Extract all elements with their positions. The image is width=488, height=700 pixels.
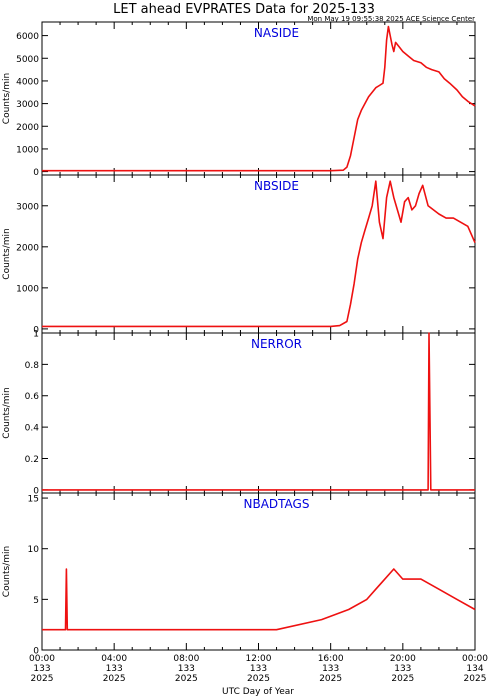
y-tick-label: 4000 [16,77,39,87]
y-tick-label: 3000 [16,202,39,212]
x-tick-label: 133 [178,664,195,674]
y-axis-label: Counts/min [2,228,12,279]
series-line-nbadtags [42,568,476,631]
panel-nerror: 0 0.2 0.4 0.6 0.8 1 Counts/min NERROR [2,330,476,496]
x-tick-label: 2025 [247,674,270,684]
panel-title: NASIDE [254,26,299,40]
y-tick-label: 6000 [16,32,39,42]
y-tick-label: 3000 [16,100,39,110]
plot-frame [41,332,476,494]
y-tick-label: 0.6 [25,392,40,402]
y-tick-label: 0.4 [25,424,40,434]
x-tick-label: 2025 [31,674,54,684]
x-tick-label: 2025 [103,674,126,684]
x-tick-label: 16:00 [318,654,344,664]
y-axis-label: Counts/min [2,387,12,438]
x-axis-label: UTC Day of Year [222,687,294,697]
y-axis-label: Counts/min [2,546,12,597]
panel-title: NBSIDE [254,179,299,193]
x-tick-label: 2025 [464,674,487,684]
x-tick-label: 20:00 [390,654,416,664]
y-tick-label: 2000 [16,243,39,253]
y-tick-label: 5 [33,596,39,606]
x-tick-label: 133 [106,664,123,674]
y-axis-label: Counts/min [2,73,12,124]
panel-title: NERROR [251,337,302,351]
y-tick-label: 1000 [16,284,39,294]
plot-frame [41,492,476,651]
timestamp: Mon May 19 09:55:38 2025 ACE Science Cen… [307,15,475,23]
y-tick-label: 0.2 [25,455,39,465]
x-tick-label: 2025 [175,674,198,684]
x-tick-label: 04:00 [101,654,127,664]
x-tick-label: 2025 [319,674,342,684]
series-line-nbside [42,180,476,328]
series-line-naside [42,25,476,172]
x-tick-label: 134 [466,664,483,674]
x-tick-label: 133 [394,664,411,674]
x-tick-label: 133 [33,664,50,674]
y-tick-label: 2000 [16,123,39,133]
plot-frame [41,174,476,334]
x-tick-label: 00:00 [462,654,488,664]
y-tick-label: 10 [28,545,40,555]
panel-nbadtags: 0 5 10 15 Counts/min NBADTAGS [2,492,476,657]
y-tick-label: 1000 [16,145,39,155]
panel-title: NBADTAGS [244,497,310,511]
y-tick-label: 0.8 [25,361,40,371]
x-tick-label: 00:00 [29,654,55,664]
y-tick-label: 5000 [16,55,39,65]
y-tick-label: 1 [33,330,39,340]
y-tick-label: 0 [33,486,39,496]
y-tick-label: 0 [33,647,39,657]
series-line-nerror [42,332,475,491]
figure-title: LET ahead EVPRATES Data for 2025-133 [113,2,375,17]
x-tick-label: 133 [250,664,267,674]
panel-naside: 0 1000 2000 3000 4000 5000 6000 Counts/min NASID… [2,21,476,178]
x-tick-label: 2025 [391,674,414,684]
y-tick-label: 15 [28,495,39,505]
x-tick-label: 133 [322,664,339,674]
panel-nbside: 0 1000 2000 3000 Counts/min NBSIDE [2,174,476,335]
x-tick-label: 08:00 [173,654,199,664]
y-tick-label: 0 [33,168,39,178]
plot-frame [41,21,476,176]
y-tick-label: 0 [33,325,39,335]
x-tick-label: 12:00 [246,654,272,664]
